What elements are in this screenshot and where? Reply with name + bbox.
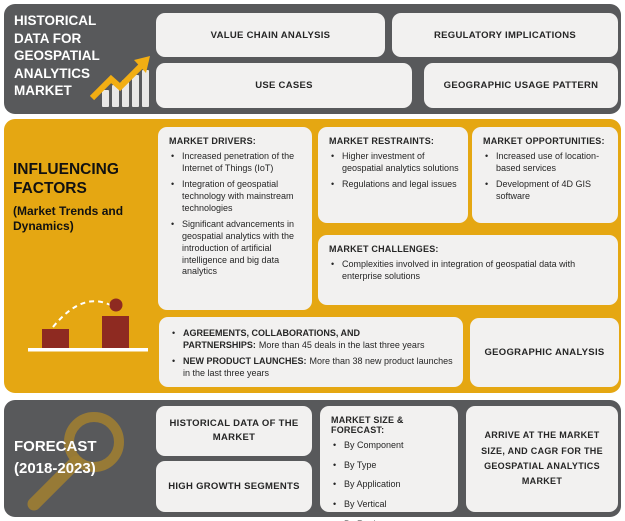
list-item: By Type <box>331 460 449 472</box>
market-drivers-box: MARKET DRIVERS: Increased penetration of… <box>158 127 312 310</box>
market-opportunities-heading: MARKET OPPORTUNITIES: <box>483 136 605 146</box>
list-item: Complexities involved in integration of … <box>329 259 609 282</box>
historical-data-of-market-box: HISTORICAL DATA OF THE MARKET <box>156 406 312 456</box>
market-opportunities-list: Increased use of location-based services… <box>483 151 609 203</box>
forecast-band: FORECAST (2018-2023) HISTORICAL DATA OF … <box>4 400 621 521</box>
magnifier-icon <box>20 410 138 512</box>
high-growth-segments-label: HIGH GROWTH SEGMENTS <box>168 481 300 492</box>
market-drivers-list: Increased penetration of the Internet of… <box>169 151 303 278</box>
market-challenges-list: Complexities involved in integration of … <box>329 259 609 282</box>
list-item: By Component <box>331 440 449 452</box>
forecast-title: FORECAST <box>14 438 97 455</box>
list-item: By Application <box>331 479 449 491</box>
growth-chart-icon <box>90 54 152 110</box>
developments-list: AGREEMENTS, COLLABORATIONS, AND PARTNERS… <box>170 328 454 380</box>
geographic-analysis-box: GEOGRAPHIC ANALYSIS <box>470 318 619 387</box>
developments-box: AGREEMENTS, COLLABORATIONS, AND PARTNERS… <box>159 317 463 387</box>
regulatory-implications-label: REGULATORY IMPLICATIONS <box>433 29 576 41</box>
bouncing-bars-illustration <box>26 289 152 355</box>
market-restraints-heading: MARKET RESTRAINTS: <box>329 136 435 146</box>
use-cases-box: USE CASES <box>156 63 412 108</box>
list-item: Higher investment of geospatial analytic… <box>329 151 459 174</box>
market-opportunities-box: MARKET OPPORTUNITIES: Increased use of l… <box>472 127 618 223</box>
list-item: Increased use of location-based services <box>483 151 609 174</box>
development-label: NEW PRODUCT LAUNCHES: <box>183 356 307 367</box>
influencing-factors-subtitle: (Market Trends and Dynamics) <box>13 203 124 233</box>
use-cases-label: USE CASES <box>255 80 313 91</box>
geographic-analysis-label: GEOGRAPHIC ANALYSIS <box>484 347 605 358</box>
historical-data-of-market-label: HISTORICAL DATA OF THE MARKET <box>169 417 299 443</box>
development-text: More than 45 deals in the last three yea… <box>258 339 425 350</box>
historical-band-title: HISTORICAL DATA FOR GEOSPATIAL ANALYTICS… <box>14 13 100 99</box>
market-restraints-box: MARKET RESTRAINTS: Higher investment of … <box>318 127 468 223</box>
list-item: Increased penetration of the Internet of… <box>169 151 303 174</box>
high-growth-segments-box: HIGH GROWTH SEGMENTS <box>156 461 312 512</box>
forecast-subtitle: (2018-2023) <box>14 459 96 477</box>
development-text: More than 38 new product launches in the… <box>183 356 453 379</box>
list-item: Significant advancements in geospatial a… <box>169 219 303 277</box>
geographic-usage-pattern-label: GEOGRAPHIC USAGE PATTERN <box>443 80 599 91</box>
influencing-factors-band: INFLUENCING FACTORS (Market Trends and D… <box>4 119 621 393</box>
list-item: By Vertical <box>331 499 449 511</box>
list-item: Integration of geospatial technology wit… <box>169 179 303 214</box>
market-challenges-box: MARKET CHALLENGES: Complexities involved… <box>318 235 618 305</box>
market-size-forecast-heading: MARKET SIZE & FORECAST: <box>331 415 404 435</box>
list-item: AGREEMENTS, COLLABORATIONS, AND PARTNERS… <box>170 328 454 351</box>
geographic-usage-pattern-box: GEOGRAPHIC USAGE PATTERN <box>424 63 618 108</box>
list-item: By Region <box>331 519 449 521</box>
arrive-at-market-size-box: ARRIVE AT THE MARKET SIZE, AND CAGR FOR … <box>466 406 618 512</box>
market-restraints-list: Higher investment of geospatial analytic… <box>329 151 459 191</box>
value-chain-analysis-label: VALUE CHAIN ANALYSIS <box>210 29 331 41</box>
influencing-factors-heading: INFLUENCING FACTORS (Market Trends and D… <box>13 161 145 234</box>
value-chain-analysis-box: VALUE CHAIN ANALYSIS <box>156 13 385 57</box>
historical-data-band: HISTORICAL DATA FOR GEOSPATIAL ANALYTICS… <box>4 4 621 114</box>
influencing-factors-title: INFLUENCING FACTORS <box>13 161 119 197</box>
arrive-at-market-size-label: ARRIVE AT THE MARKET SIZE, AND CAGR FOR … <box>481 430 603 487</box>
list-item: NEW PRODUCT LAUNCHES:More than 38 new pr… <box>170 356 454 379</box>
regulatory-implications-box: REGULATORY IMPLICATIONS <box>392 13 618 57</box>
market-size-forecast-list: By Component By Type By Application By V… <box>331 440 449 521</box>
market-drivers-heading: MARKET DRIVERS: <box>169 136 257 146</box>
list-item: Development of 4D GIS software <box>483 179 609 202</box>
list-item: Regulations and legal issues <box>329 179 459 191</box>
forecast-heading: FORECAST (2018-2023) <box>14 436 139 480</box>
development-label: AGREEMENTS, COLLABORATIONS, AND PARTNERS… <box>183 328 360 350</box>
market-size-forecast-box: MARKET SIZE & FORECAST: By Component By … <box>320 406 458 521</box>
market-challenges-heading: MARKET CHALLENGES: <box>329 244 439 254</box>
